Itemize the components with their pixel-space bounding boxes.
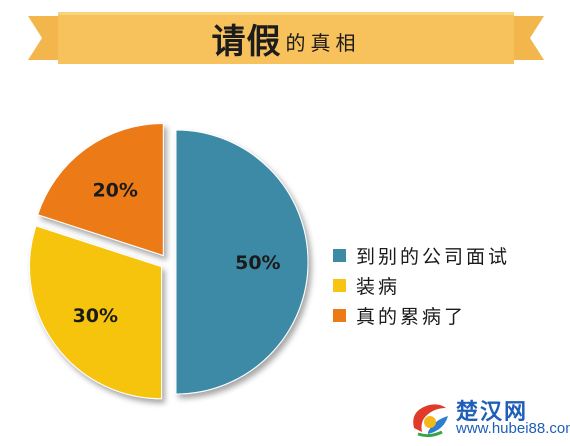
legend: 到别的公司面试 装病 真的累病了 xyxy=(333,240,510,330)
chart-title-sub: 的真相 xyxy=(285,30,361,55)
banner-ribbon xyxy=(28,16,58,60)
banner-body xyxy=(58,12,514,64)
slice-percent-label: 50% xyxy=(235,252,280,274)
watermark-url: www.hubei88.com xyxy=(456,420,570,437)
slice-percent-label: 20% xyxy=(92,179,137,201)
watermark-logo-icon xyxy=(413,404,448,438)
legend-swatch xyxy=(333,248,346,262)
legend-swatch xyxy=(333,308,346,322)
title-banner: 请假 的真相 xyxy=(28,12,544,64)
legend-swatch xyxy=(333,278,346,292)
chart-title-main: 请假 xyxy=(211,21,282,62)
pie-slice-interview xyxy=(175,129,309,395)
legend-item-really-sick: 真的累病了 xyxy=(333,300,510,330)
legend-item-fake-sick: 装病 xyxy=(333,270,510,300)
banner-ribbon xyxy=(514,16,544,60)
slice-percent-label: 30% xyxy=(73,305,118,327)
legend-label: 装病 xyxy=(356,275,401,298)
watermark: 楚汉网 www.hubei88.com xyxy=(408,392,570,444)
legend-item-interview: 到别的公司面试 xyxy=(333,240,510,270)
legend-label: 真的累病了 xyxy=(356,305,467,328)
legend-label: 到别的公司面试 xyxy=(356,245,511,268)
pie-slice-fake-sick xyxy=(29,225,163,400)
watermark-name: 楚汉网 xyxy=(456,400,529,425)
pie-slice-really-sick xyxy=(37,123,164,257)
